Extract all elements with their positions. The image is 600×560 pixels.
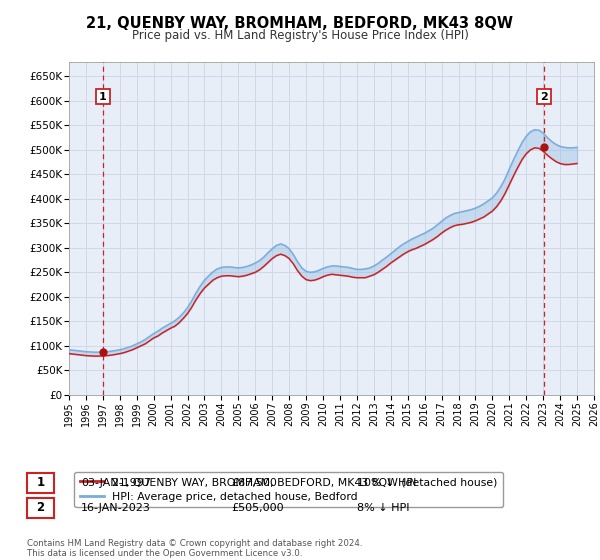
Text: 1: 1 (99, 92, 107, 101)
Text: 03-JAN-1997: 03-JAN-1997 (81, 478, 151, 488)
Text: £87,500: £87,500 (231, 478, 277, 488)
Text: Price paid vs. HM Land Registry's House Price Index (HPI): Price paid vs. HM Land Registry's House … (131, 29, 469, 42)
Text: 2: 2 (37, 501, 44, 515)
Legend: 21, QUENBY WAY, BROMHAM, BEDFORD, MK43 8QW (detached house), HPI: Average price,: 21, QUENBY WAY, BROMHAM, BEDFORD, MK43 8… (74, 472, 503, 507)
Text: 8% ↓ HPI: 8% ↓ HPI (357, 503, 409, 513)
Text: 21, QUENBY WAY, BROMHAM, BEDFORD, MK43 8QW: 21, QUENBY WAY, BROMHAM, BEDFORD, MK43 8… (86, 16, 514, 31)
Text: 16-JAN-2023: 16-JAN-2023 (81, 503, 151, 513)
Text: 10% ↓ HPI: 10% ↓ HPI (357, 478, 416, 488)
Text: Contains HM Land Registry data © Crown copyright and database right 2024.
This d: Contains HM Land Registry data © Crown c… (27, 539, 362, 558)
Text: £505,000: £505,000 (231, 503, 284, 513)
Text: 1: 1 (37, 476, 44, 489)
Text: 2: 2 (540, 92, 548, 101)
